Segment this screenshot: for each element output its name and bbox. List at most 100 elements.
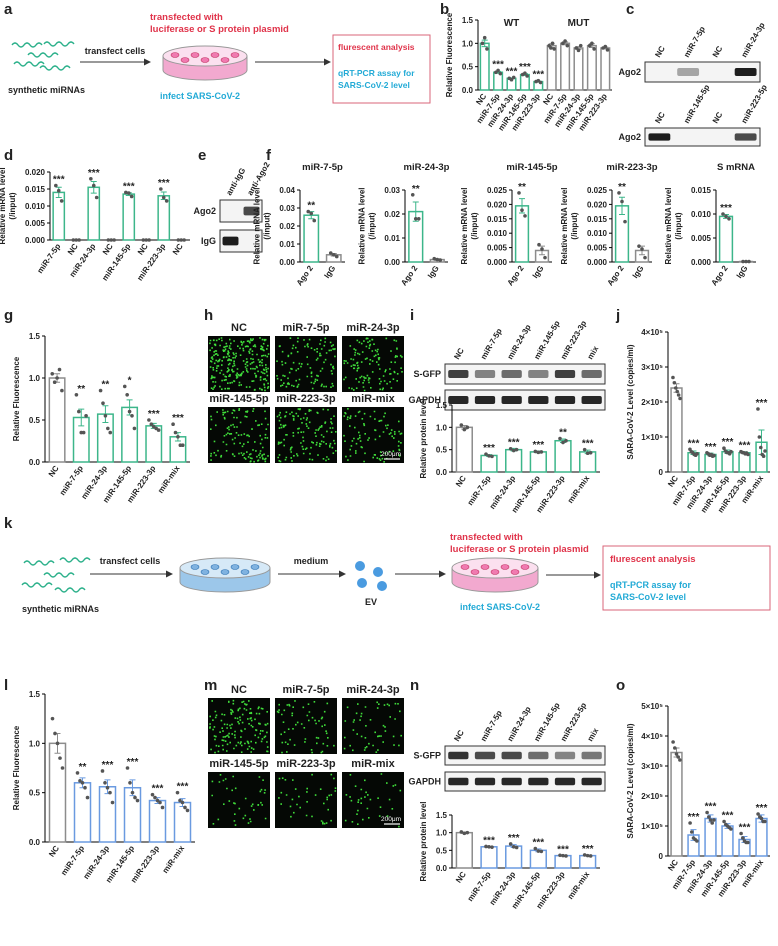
data-point bbox=[103, 414, 108, 418]
bar bbox=[573, 47, 584, 91]
bar bbox=[546, 44, 557, 91]
significance-label: *** bbox=[123, 181, 135, 192]
bar bbox=[718, 215, 734, 263]
panel-label: l bbox=[4, 677, 8, 694]
data-point bbox=[100, 769, 105, 773]
data-point bbox=[334, 254, 339, 259]
data-point bbox=[173, 430, 178, 435]
data-point bbox=[105, 785, 110, 790]
significance-label: *** bbox=[88, 168, 100, 179]
band bbox=[581, 751, 602, 760]
y-tick-label: 1.5 bbox=[436, 811, 448, 820]
data-point bbox=[480, 41, 485, 46]
x-tick-label: NC bbox=[66, 242, 80, 257]
data-point bbox=[722, 819, 726, 824]
data-point bbox=[328, 251, 333, 255]
y-tick-label: 1×10⁵ bbox=[641, 822, 663, 831]
row-label: GAPDH bbox=[408, 395, 441, 405]
band bbox=[554, 396, 576, 404]
data-point bbox=[484, 452, 488, 456]
data-point bbox=[85, 795, 90, 800]
panel-label: a bbox=[4, 1, 13, 18]
y-axis-label: Relative Fluorescence bbox=[12, 725, 21, 810]
data-point bbox=[465, 830, 470, 835]
x-tick-label: IgG bbox=[631, 264, 646, 280]
data-point bbox=[306, 209, 311, 214]
y-tick-label: 0.02 bbox=[279, 222, 295, 231]
significance-label: *** bbox=[127, 757, 139, 768]
fluorescence-image bbox=[209, 337, 270, 392]
data-point bbox=[578, 43, 583, 48]
mirna bbox=[11, 42, 43, 48]
mirna bbox=[39, 65, 71, 71]
data-point bbox=[565, 43, 570, 48]
cell bbox=[240, 569, 250, 575]
data-point bbox=[58, 756, 62, 760]
data-point bbox=[55, 741, 60, 746]
y-tick-label: 4×10⁵ bbox=[641, 328, 663, 337]
significance-label: *** bbox=[483, 443, 495, 454]
data-point bbox=[53, 731, 57, 736]
band bbox=[554, 777, 576, 786]
significance-label: *** bbox=[102, 760, 114, 771]
data-point bbox=[508, 446, 513, 451]
image-label: NC bbox=[231, 322, 247, 334]
y-tick-label: 0.0 bbox=[462, 86, 474, 95]
input-label: synthetic miRNAs bbox=[8, 85, 85, 95]
significance-label: *** bbox=[688, 812, 700, 823]
lane-label: miR-223-3p bbox=[559, 319, 588, 361]
bar bbox=[98, 785, 117, 843]
x-tick-label: NC bbox=[666, 858, 680, 873]
band bbox=[734, 133, 757, 141]
panel-label: i bbox=[410, 307, 414, 324]
significance-label: *** bbox=[582, 439, 594, 450]
data-point bbox=[106, 238, 111, 242]
y-tick-label: 0.010 bbox=[487, 229, 508, 238]
data-point bbox=[536, 849, 541, 853]
y-tick-label: 2×10⁵ bbox=[641, 398, 663, 407]
data-point bbox=[558, 436, 562, 441]
data-point bbox=[50, 372, 55, 376]
fluorescence-image bbox=[209, 699, 269, 754]
data-point bbox=[109, 238, 114, 242]
significance-label: *** bbox=[532, 838, 544, 849]
data-point bbox=[124, 190, 128, 195]
y-axis-label: Relative mRNA level bbox=[560, 187, 569, 264]
y-tick-label: 0 bbox=[659, 468, 664, 477]
band bbox=[222, 236, 239, 246]
lane-label: miR-7-5p bbox=[479, 709, 504, 743]
y-tick-label: 0.000 bbox=[691, 258, 712, 267]
y-axis-label: (/input) bbox=[8, 192, 17, 219]
bar bbox=[554, 854, 572, 869]
chart-title: S mRNA bbox=[717, 162, 755, 173]
image-frame bbox=[208, 336, 270, 392]
bar bbox=[173, 801, 192, 843]
significance-label: *** bbox=[172, 413, 184, 424]
y-axis-label: (/input) bbox=[470, 212, 479, 239]
data-point bbox=[438, 258, 443, 262]
step-label: transfect cells bbox=[85, 46, 146, 56]
cell bbox=[220, 569, 230, 575]
x-tick-label: Ago 2 bbox=[710, 264, 730, 288]
data-point bbox=[153, 795, 157, 800]
y-tick-label: 0.01 bbox=[384, 234, 400, 243]
data-point bbox=[54, 183, 58, 188]
data-point bbox=[175, 790, 180, 795]
transfection-label: transfected with bbox=[450, 532, 523, 543]
data-point bbox=[712, 818, 716, 822]
y-tick-label: 0.0 bbox=[29, 458, 41, 467]
data-point bbox=[549, 46, 553, 50]
data-point bbox=[722, 446, 726, 451]
data-point bbox=[490, 845, 494, 849]
bar bbox=[670, 387, 683, 473]
data-point bbox=[149, 422, 154, 427]
row-label: Ago2 bbox=[194, 206, 217, 216]
image-frame bbox=[342, 407, 404, 463]
significance-label: *** bbox=[506, 66, 518, 77]
data-point bbox=[180, 800, 185, 805]
group-label: WT bbox=[504, 18, 520, 29]
y-axis-label: (/input) bbox=[263, 212, 272, 239]
y-tick-label: 0.020 bbox=[587, 200, 608, 209]
data-point bbox=[623, 219, 627, 224]
lane-label: NC bbox=[653, 44, 667, 59]
